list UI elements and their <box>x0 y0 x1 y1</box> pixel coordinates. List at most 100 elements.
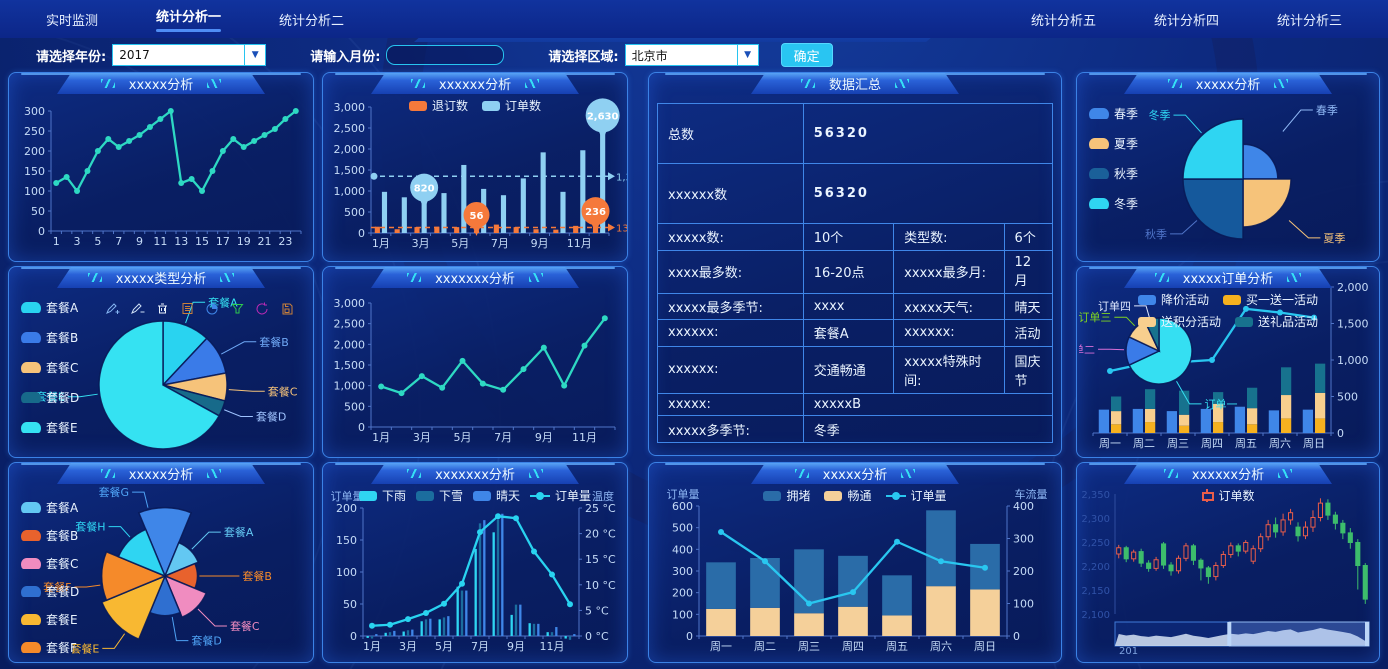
legend-item[interactable]: 下雪 <box>415 487 463 504</box>
panel-orders-bar: xxxxxx分析 退订数 订单数 0 500 1,000 1,500 2,000 2,500… <box>322 72 638 262</box>
datazoom-slider[interactable] <box>1114 621 1370 647</box>
tab-stat-analysis-4[interactable]: 统计分析四 <box>1153 13 1219 29</box>
legend-item[interactable]: 套餐E <box>21 419 78 436</box>
svg-text:100: 100 <box>24 185 45 198</box>
panel-title: 数据汇总 <box>751 73 959 94</box>
legend-label: 下雨 <box>381 489 406 503</box>
legend-label: 套餐C <box>46 557 79 571</box>
legend-item[interactable]: 套餐A <box>21 499 78 516</box>
svg-text:0: 0 <box>1337 427 1344 440</box>
legend-swatch-icon <box>21 614 41 625</box>
legend-item[interactable]: 套餐B <box>21 527 78 544</box>
funnel-type-icon[interactable] <box>230 301 245 316</box>
svg-text:套餐C: 套餐C <box>230 619 260 633</box>
legend-item[interactable]: 套餐F <box>21 639 77 656</box>
legend-item[interactable]: 套餐C <box>21 359 78 376</box>
legend-swatch-icon <box>530 491 551 500</box>
svg-text:套餐H: 套餐H <box>75 520 105 534</box>
legend-item[interactable]: 畅通 <box>824 487 872 504</box>
legend-item[interactable]: 下雨 <box>358 487 406 504</box>
legend-label: 春季 <box>1114 107 1139 121</box>
svg-text:0: 0 <box>358 227 365 240</box>
tab-stat-analysis-1[interactable]: 统计分析一 <box>156 6 221 32</box>
chart-legend: 订单数 <box>1077 487 1379 504</box>
svg-text:15: 15 <box>195 235 209 248</box>
svg-text:11月: 11月 <box>567 237 592 250</box>
legend-item[interactable]: 套餐E <box>21 611 78 628</box>
legend-item[interactable]: 订单量 <box>885 487 947 504</box>
legend-item[interactable]: 晴天 <box>473 487 520 504</box>
summary-row-value: xxxxx天气: <box>893 292 1005 321</box>
tab-stat-analysis-2[interactable]: 统计分析二 <box>279 13 345 29</box>
legend-item[interactable]: 退订数 <box>408 97 468 114</box>
svg-text:夏季: 夏季 <box>1323 232 1345 245</box>
svg-text:100: 100 <box>672 608 693 621</box>
tab-stat-analysis-3[interactable]: 统计分析三 <box>1276 13 1342 29</box>
month-input[interactable] <box>386 45 505 65</box>
legend-item[interactable]: 送积分活动 <box>1137 313 1221 330</box>
legend-item[interactable]: 秋季 <box>1089 165 1138 182</box>
combo-chart: 0 50 100 150 200 订单量 0 °C 5 °C 10 °C 15 °C 20 °C 25… <box>325 484 627 660</box>
tab-stat-analysis-5[interactable]: 统计分析五 <box>1030 13 1096 29</box>
slash-decoration-icon <box>801 79 815 88</box>
svg-text:套餐F: 套餐F <box>43 580 71 594</box>
panel-season-pie: xxxxx分析 春季 夏季 秋季 冬季 春季 夏季 秋季 冬季 <box>1076 72 1380 262</box>
legend-item[interactable]: 送礼品活动 <box>1235 313 1318 330</box>
svg-text:300: 300 <box>672 565 693 578</box>
legend-item[interactable]: 订单量 <box>530 487 591 504</box>
legend-item[interactable]: 套餐C <box>21 555 78 572</box>
confirm-button[interactable]: 确定 <box>780 43 833 67</box>
panel-title: xxxxx分析 <box>1124 73 1332 94</box>
svg-text:56: 56 <box>470 211 484 222</box>
tab-realtime-monitor[interactable]: 实时监测 <box>46 13 99 29</box>
edit-add-icon[interactable] <box>105 301 120 316</box>
svg-text:1月: 1月 <box>372 431 390 444</box>
svg-text:5: 5 <box>94 235 101 248</box>
svg-text:周四: 周四 <box>1201 437 1223 450</box>
svg-text:11月: 11月 <box>572 431 597 444</box>
svg-text:10 °C: 10 °C <box>585 579 616 592</box>
legend-label: 送积分活动 <box>1160 315 1221 329</box>
legend-label: 夏季 <box>1114 137 1139 151</box>
chart-legend: 套餐A套餐B套餐C套餐D套餐E套餐F套餐G套餐H <box>21 499 79 669</box>
chart-legend: 退订数 订单数 <box>323 97 627 114</box>
legend-item[interactable]: 套餐A <box>21 299 78 316</box>
svg-text:200: 200 <box>1013 565 1034 578</box>
legend-item[interactable]: 订单数 <box>1201 487 1255 504</box>
legend-item[interactable]: 冬季 <box>1089 195 1138 212</box>
chart-legend: 拥堵 畅通 订单量 <box>649 487 1061 504</box>
legend-item[interactable]: 拥堵 <box>763 487 810 504</box>
svg-text:7月: 7月 <box>471 640 489 653</box>
summary-table: 总数 56320 xxxxxx数 56320 xxxxx数: 10个 类型数: 6个 xxxx最… <box>657 103 1054 443</box>
svg-text:0: 0 <box>350 630 357 643</box>
restore-icon[interactable] <box>255 301 270 316</box>
data-view-icon[interactable] <box>180 301 195 316</box>
region-select[interactable]: 北京市 ▼ <box>624 44 759 66</box>
slash-decoration-icon <box>411 79 425 88</box>
legend-item[interactable]: 降价活动 <box>1137 291 1209 308</box>
legend-item[interactable]: 春季 <box>1089 105 1138 122</box>
legend-item[interactable]: 套餐D <box>21 389 79 406</box>
summary-row-value: 类型数: <box>893 223 1005 251</box>
legend-item[interactable]: 套餐D <box>21 583 79 600</box>
pie-type-icon[interactable] <box>205 301 220 316</box>
save-icon[interactable] <box>280 301 295 316</box>
legend-label: 冬季 <box>1114 197 1139 211</box>
legend-item[interactable]: 买一送一活动 <box>1223 291 1318 308</box>
year-select[interactable]: 2017 ▼ <box>112 44 267 66</box>
svg-text:2,150: 2,150 <box>1081 586 1110 597</box>
svg-text:1月: 1月 <box>363 640 381 653</box>
panel-title: xxxxx分析 <box>57 463 265 484</box>
clear-icon[interactable] <box>155 301 170 316</box>
legend-item[interactable]: 套餐B <box>21 329 78 346</box>
legend-item[interactable]: 夏季 <box>1089 135 1138 152</box>
legend-item[interactable]: 订单数 <box>482 97 541 114</box>
panel-traffic-combo: xxxxx分析 拥堵 畅通 订单量 0 100 200 300 400 500 600 订单量 0 1… <box>648 462 1062 663</box>
svg-text:温度: 温度 <box>592 489 614 503</box>
svg-text:2,630: 2,630 <box>587 111 619 122</box>
edit-remove-icon[interactable] <box>130 301 145 316</box>
summary-row-value: xxxxxB <box>802 393 1054 417</box>
svg-text:2,000: 2,000 <box>334 143 366 156</box>
legend-swatch-icon <box>1137 294 1156 305</box>
svg-text:600: 600 <box>672 500 693 513</box>
